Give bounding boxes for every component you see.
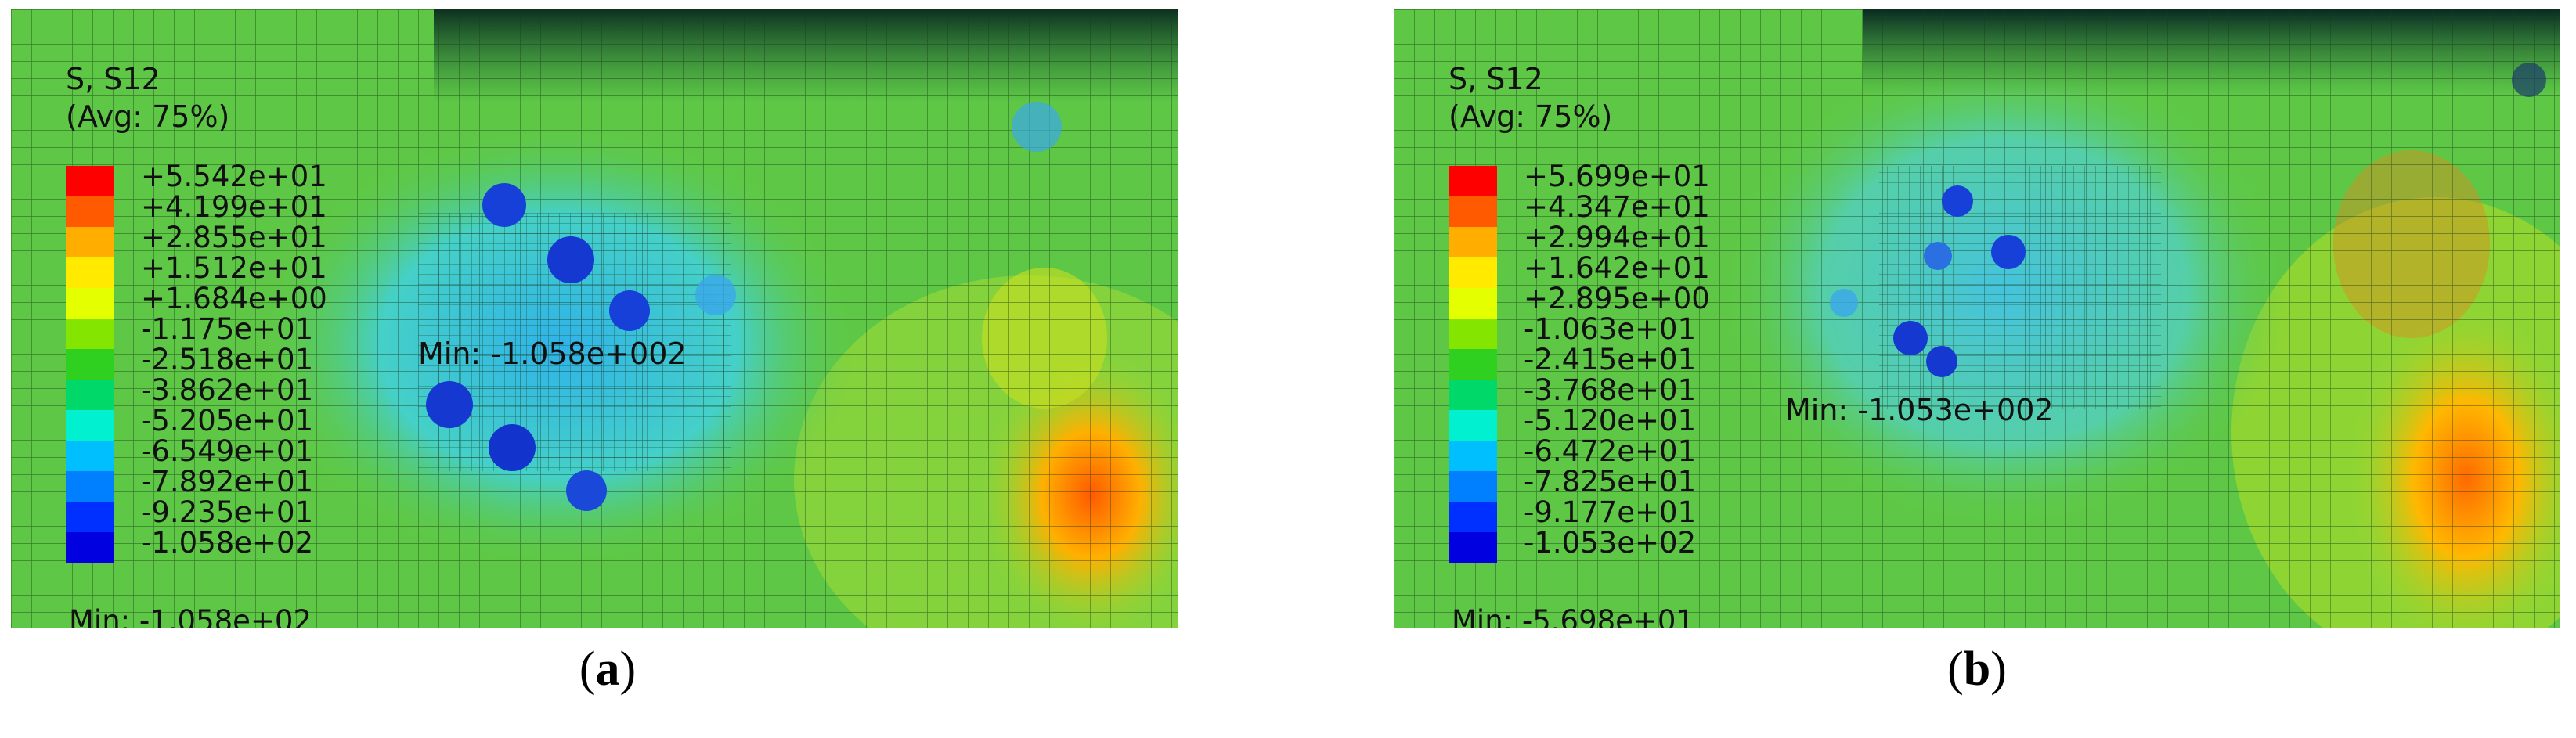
legend-value: -5.120e+01	[1524, 404, 1697, 437]
legend-swatch	[1449, 288, 1497, 319]
legend-swatch	[66, 380, 114, 411]
legend-value: +4.199e+01	[141, 190, 327, 224]
legend-row: -2.518e+01	[66, 343, 536, 380]
legend-swatch	[1449, 319, 1497, 350]
legend-row: +4.347e+01	[1449, 190, 1918, 228]
legend-value: -9.177e+01	[1524, 495, 1697, 529]
contour-plot-a: S, S12 (Avg: 75%) +5.542e+01 +4.199e+01 …	[11, 9, 1178, 628]
legend-value: -7.825e+01	[1524, 465, 1697, 499]
fe-mesh-a	[11, 9, 1178, 628]
legend-value: -6.472e+01	[1524, 434, 1697, 468]
legend-value: -1.058e+02	[141, 526, 314, 560]
legend-row: -1.175e+01	[66, 312, 536, 350]
legend-row: -5.120e+01	[1449, 404, 1918, 441]
caption-letter: a	[595, 643, 620, 696]
legend-row: -1.053e+02	[1449, 526, 1918, 563]
legend-value: -1.063e+01	[1524, 312, 1697, 346]
legend-value: -2.415e+01	[1524, 343, 1697, 376]
legend-row: +2.855e+01	[66, 221, 536, 258]
legend-value: -9.235e+01	[141, 495, 314, 529]
legend-value: +2.895e+00	[1524, 282, 1710, 315]
panel-caption-b: (b)	[1947, 643, 2007, 696]
legend-value: -3.862e+01	[141, 373, 314, 407]
legend-value: +5.542e+01	[141, 160, 327, 193]
legend-swatch	[66, 319, 114, 350]
legend-value: +1.684e+00	[141, 282, 327, 315]
min-annotation: Min: -1.053e+002	[1785, 393, 2054, 427]
contour-plot-b: S, S12 (Avg: 75%) +5.699e+01 +4.347e+01 …	[1394, 9, 2560, 628]
legend-row: -9.235e+01	[66, 495, 536, 533]
legend-row: -6.549e+01	[66, 434, 536, 472]
legend-row: +1.642e+01	[1449, 251, 1918, 289]
legend-row: -9.177e+01	[1449, 495, 1918, 533]
legend-swatch	[1449, 532, 1497, 563]
legend-swatch	[1449, 196, 1497, 228]
legend-swatch	[66, 196, 114, 228]
legend-swatch	[1449, 410, 1497, 441]
legend-row: -5.205e+01	[66, 404, 536, 441]
legend-value: -2.518e+01	[141, 343, 314, 376]
legend-swatch	[66, 471, 114, 502]
legend-row: -1.063e+01	[1449, 312, 1918, 350]
legend-row: -1.058e+02	[66, 526, 536, 563]
legend-value: -7.892e+01	[141, 465, 314, 499]
legend-value: +2.855e+01	[141, 221, 327, 254]
legend-swatch	[1449, 166, 1497, 197]
legend-title-averaging: (Avg: 75%)	[1449, 99, 1613, 134]
legend-swatch	[66, 166, 114, 197]
legend-row: +2.895e+00	[1449, 282, 1918, 319]
legend-title-variable: S, S12	[66, 62, 161, 96]
legend-swatch	[1449, 380, 1497, 411]
fe-mesh-b	[1394, 9, 2560, 628]
legend-value: +4.347e+01	[1524, 190, 1710, 224]
legend-value: +1.642e+01	[1524, 251, 1710, 285]
legend-swatch	[66, 532, 114, 563]
legend-value: -5.205e+01	[141, 404, 314, 437]
legend-value: -6.549e+01	[141, 434, 314, 468]
legend-swatch	[66, 227, 114, 258]
legend-row: -7.825e+01	[1449, 465, 1918, 502]
legend-swatch	[1449, 257, 1497, 289]
legend-value: -3.768e+01	[1524, 373, 1697, 407]
legend-row: -3.862e+01	[66, 373, 536, 411]
legend-swatch	[66, 349, 114, 380]
legend-swatch	[66, 257, 114, 289]
legend-swatch	[1449, 471, 1497, 502]
min-annotation: Min: -1.058e+002	[418, 337, 687, 371]
legend-value: -1.053e+02	[1524, 526, 1697, 560]
legend-row: +1.684e+00	[66, 282, 536, 319]
legend-row: -2.415e+01	[1449, 343, 1918, 380]
panel-caption-a: (a)	[579, 643, 637, 696]
min-footer: Min: -5.698e+01	[1452, 604, 1695, 628]
legend-row: +2.994e+01	[1449, 221, 1918, 258]
legend-row: -7.892e+01	[66, 465, 536, 502]
legend-swatch	[66, 441, 114, 472]
caption-letter: b	[1963, 643, 1991, 696]
legend-swatch	[66, 502, 114, 533]
min-footer: Min: -1.058e+02	[69, 604, 312, 628]
legend-title-averaging: (Avg: 75%)	[66, 99, 230, 134]
legend-title-variable: S, S12	[1449, 62, 1543, 96]
legend-swatch	[1449, 227, 1497, 258]
legend-value: +1.512e+01	[141, 251, 327, 285]
legend-row: +5.542e+01	[66, 160, 536, 197]
legend-value: +5.699e+01	[1524, 160, 1710, 193]
legend-row: +1.512e+01	[66, 251, 536, 289]
legend-value: +2.994e+01	[1524, 221, 1710, 254]
legend-value: -1.175e+01	[141, 312, 314, 346]
legend-swatch	[1449, 349, 1497, 380]
legend-swatch	[66, 288, 114, 319]
legend-swatch	[1449, 502, 1497, 533]
legend-row: +4.199e+01	[66, 190, 536, 228]
legend-swatch	[1449, 441, 1497, 472]
legend-row: -3.768e+01	[1449, 373, 1918, 411]
legend-swatch	[66, 410, 114, 441]
